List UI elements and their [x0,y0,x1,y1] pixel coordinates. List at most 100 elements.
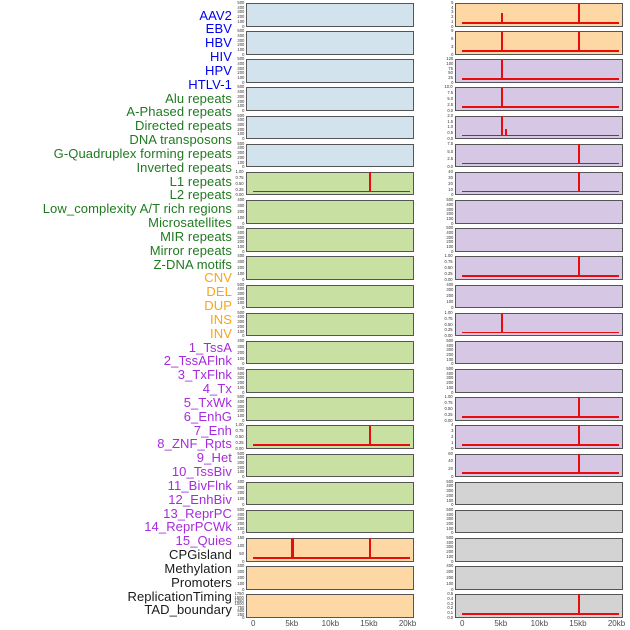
y-tick: 500 [237,28,244,34]
signal-spike [577,397,580,418]
signal-baseline [462,331,619,334]
y-tick: 0.00 [444,333,453,339]
track-label-promoters: Promoters [171,574,232,590]
y-tick: 4 [450,422,453,428]
track-panel [455,566,623,590]
track-panel [246,3,414,27]
track-panel [455,369,623,393]
y-tick-labels: 500 400 300 200 100 0 [428,367,454,395]
y-tick: 200 [237,155,244,160]
track-label-9-het: 9_Het [196,450,232,466]
y-tick: 0.50 [235,181,244,186]
y-tick: 100 [237,385,244,390]
y-tick: 200 [237,239,244,245]
track-panel [455,200,623,224]
y-tick: 200 [446,352,453,358]
track-panel [246,59,414,83]
signal-spike [368,538,372,559]
y-tick: 200 [237,14,244,20]
y-tick: 300 [237,235,244,240]
y-tick: 1750 [234,591,244,597]
y-tick: 300 [237,203,244,209]
y-tick: 0.5 [447,591,453,597]
track-panel [455,425,623,449]
y-tick: 100 [237,75,244,81]
y-tick: 200 [237,98,244,104]
x-tick: 20kb [607,619,626,628]
y-tick-labels: 1.00 0.75 0.50 0.25 0.00 [428,310,454,339]
y-tick-labels: 1.00 0.75 0.50 0.25 0.00 [219,422,245,451]
y-tick: 300 [237,404,244,409]
y-tick: 7.5 [447,141,453,146]
y-tick-labels: 500 400 300 200 100 0 [219,85,245,113]
y-tick: 1.00 [235,422,244,428]
track-panel [455,453,623,478]
track-label-hpv: HPV [204,62,232,78]
y-tick: 300 [237,319,244,325]
y-tick: 200 [446,380,453,386]
y-tick: 300 [446,516,453,522]
y-tick: 300 [446,287,453,293]
track-label-13-reprpc: 13_ReprPC [163,505,232,521]
track-label-12-enhbiv: 12_EnhBiv [168,491,232,507]
y-tick-labels: 500 400 300 200 100 0 [219,57,245,85]
y-tick: 0 [241,474,244,480]
track-label-z-dna-motifs: Z-DNA motifs [153,256,232,272]
y-tick: 7.5 [447,90,453,96]
y-tick: 300 [446,544,453,550]
signal-spike [577,453,580,475]
y-tick: 5.0 [447,96,453,102]
y-tick: 0.00 [235,446,244,451]
y-tick: 0 [241,305,244,311]
y-tick: 60 [448,450,453,456]
track-label-inv: INV [210,325,232,341]
track-label-15-quies: 15_Quies [175,533,232,549]
y-tick: 400 [446,281,453,287]
signal-baseline [462,50,619,52]
y-tick-labels: 500 400 300 200 100 0 [428,536,454,564]
signal-spike [500,13,503,24]
y-tick: 200 [446,293,453,299]
y-tick: 100 [237,215,244,220]
y-tick: 300 [237,569,244,575]
y-tick: 0.5 [447,130,453,136]
y-tick-labels: 7.5 5.0 2.5 0.0 [428,141,454,169]
y-tick: 500 [237,394,244,400]
y-tick: 0.0 [447,108,453,114]
y-tick: 0 [241,249,244,254]
y-tick: 500 [446,338,453,343]
y-tick: 0 [450,221,453,226]
y-tick: 400 [237,286,244,292]
track-label-l2-repeats: L2 repeats [169,187,232,203]
y-tick: 500 [237,141,244,146]
y-tick: 400 [446,230,453,236]
y-tick: 100 [237,271,244,277]
y-tick: 1500 [234,595,244,600]
y-tick: 500 [237,0,244,6]
y-tick: 100 [237,581,244,586]
y-tick: 200 [237,324,244,329]
y-tick: 100 [446,497,453,503]
y-tick: 300 [446,569,453,575]
y-tick-labels: 1.00 0.75 0.50 0.25 0.00 [428,394,454,423]
y-tick-labels: 500 400 300 200 100 0 [219,28,245,57]
signal-baseline [462,162,619,165]
track-label-low-complexity-a-t-rich-regions: Low_complexity A/T rich regions [42,201,232,217]
track-panel [455,115,623,140]
y-tick-labels: 400 300 200 100 0 [428,281,454,310]
y-tick: 200 [237,380,244,386]
track-label-methylation: Methylation [164,560,232,576]
track-label-aav2: AAV2 [199,7,232,23]
y-tick: 1.00 [444,394,453,400]
y-tick: 100 [237,131,244,137]
track-panel [455,509,623,534]
y-tick: 400 [446,540,453,545]
y-tick: 100 [446,581,453,586]
track-label-14-reprpcwk: 14_ReprPCWk [144,519,232,535]
x-tick: 15kb [569,619,587,628]
y-tick: 400 [237,371,244,376]
track-label-10-tssbiv: 10_TssBiv [171,464,232,480]
y-tick: 200 [237,127,244,132]
signal-spike [500,115,503,137]
y-tick: 0 [241,389,244,395]
